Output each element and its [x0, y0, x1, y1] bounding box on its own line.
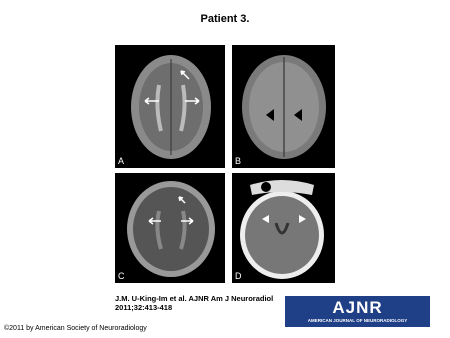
panel-label: A [118, 156, 125, 166]
copyright: ©2011 by American Society of Neuroradiol… [4, 325, 147, 332]
image-panel: C [115, 173, 225, 283]
image-panel: D [232, 173, 335, 283]
image-panel: B [232, 45, 335, 168]
panel-label: B [235, 156, 242, 166]
logo-subtitle: AMERICAN JOURNAL OF NEURORADIOLOGY [307, 318, 408, 323]
title: Patient 3. [200, 13, 250, 25]
brain-image [242, 55, 326, 159]
image-panel: A [115, 45, 225, 168]
brain-image [131, 55, 211, 159]
logo-title: AJNR [332, 298, 383, 317]
panel-label: D [235, 271, 242, 281]
journal-logo: AJNR AMERICAN JOURNAL OF NEURORADIOLOGY [285, 296, 430, 327]
citation: J.M. U-King-Im et al. AJNR Am J Neurorad… [115, 294, 274, 312]
brain-image [240, 180, 324, 279]
brain-image [127, 181, 215, 277]
panel-label: C [118, 271, 125, 281]
